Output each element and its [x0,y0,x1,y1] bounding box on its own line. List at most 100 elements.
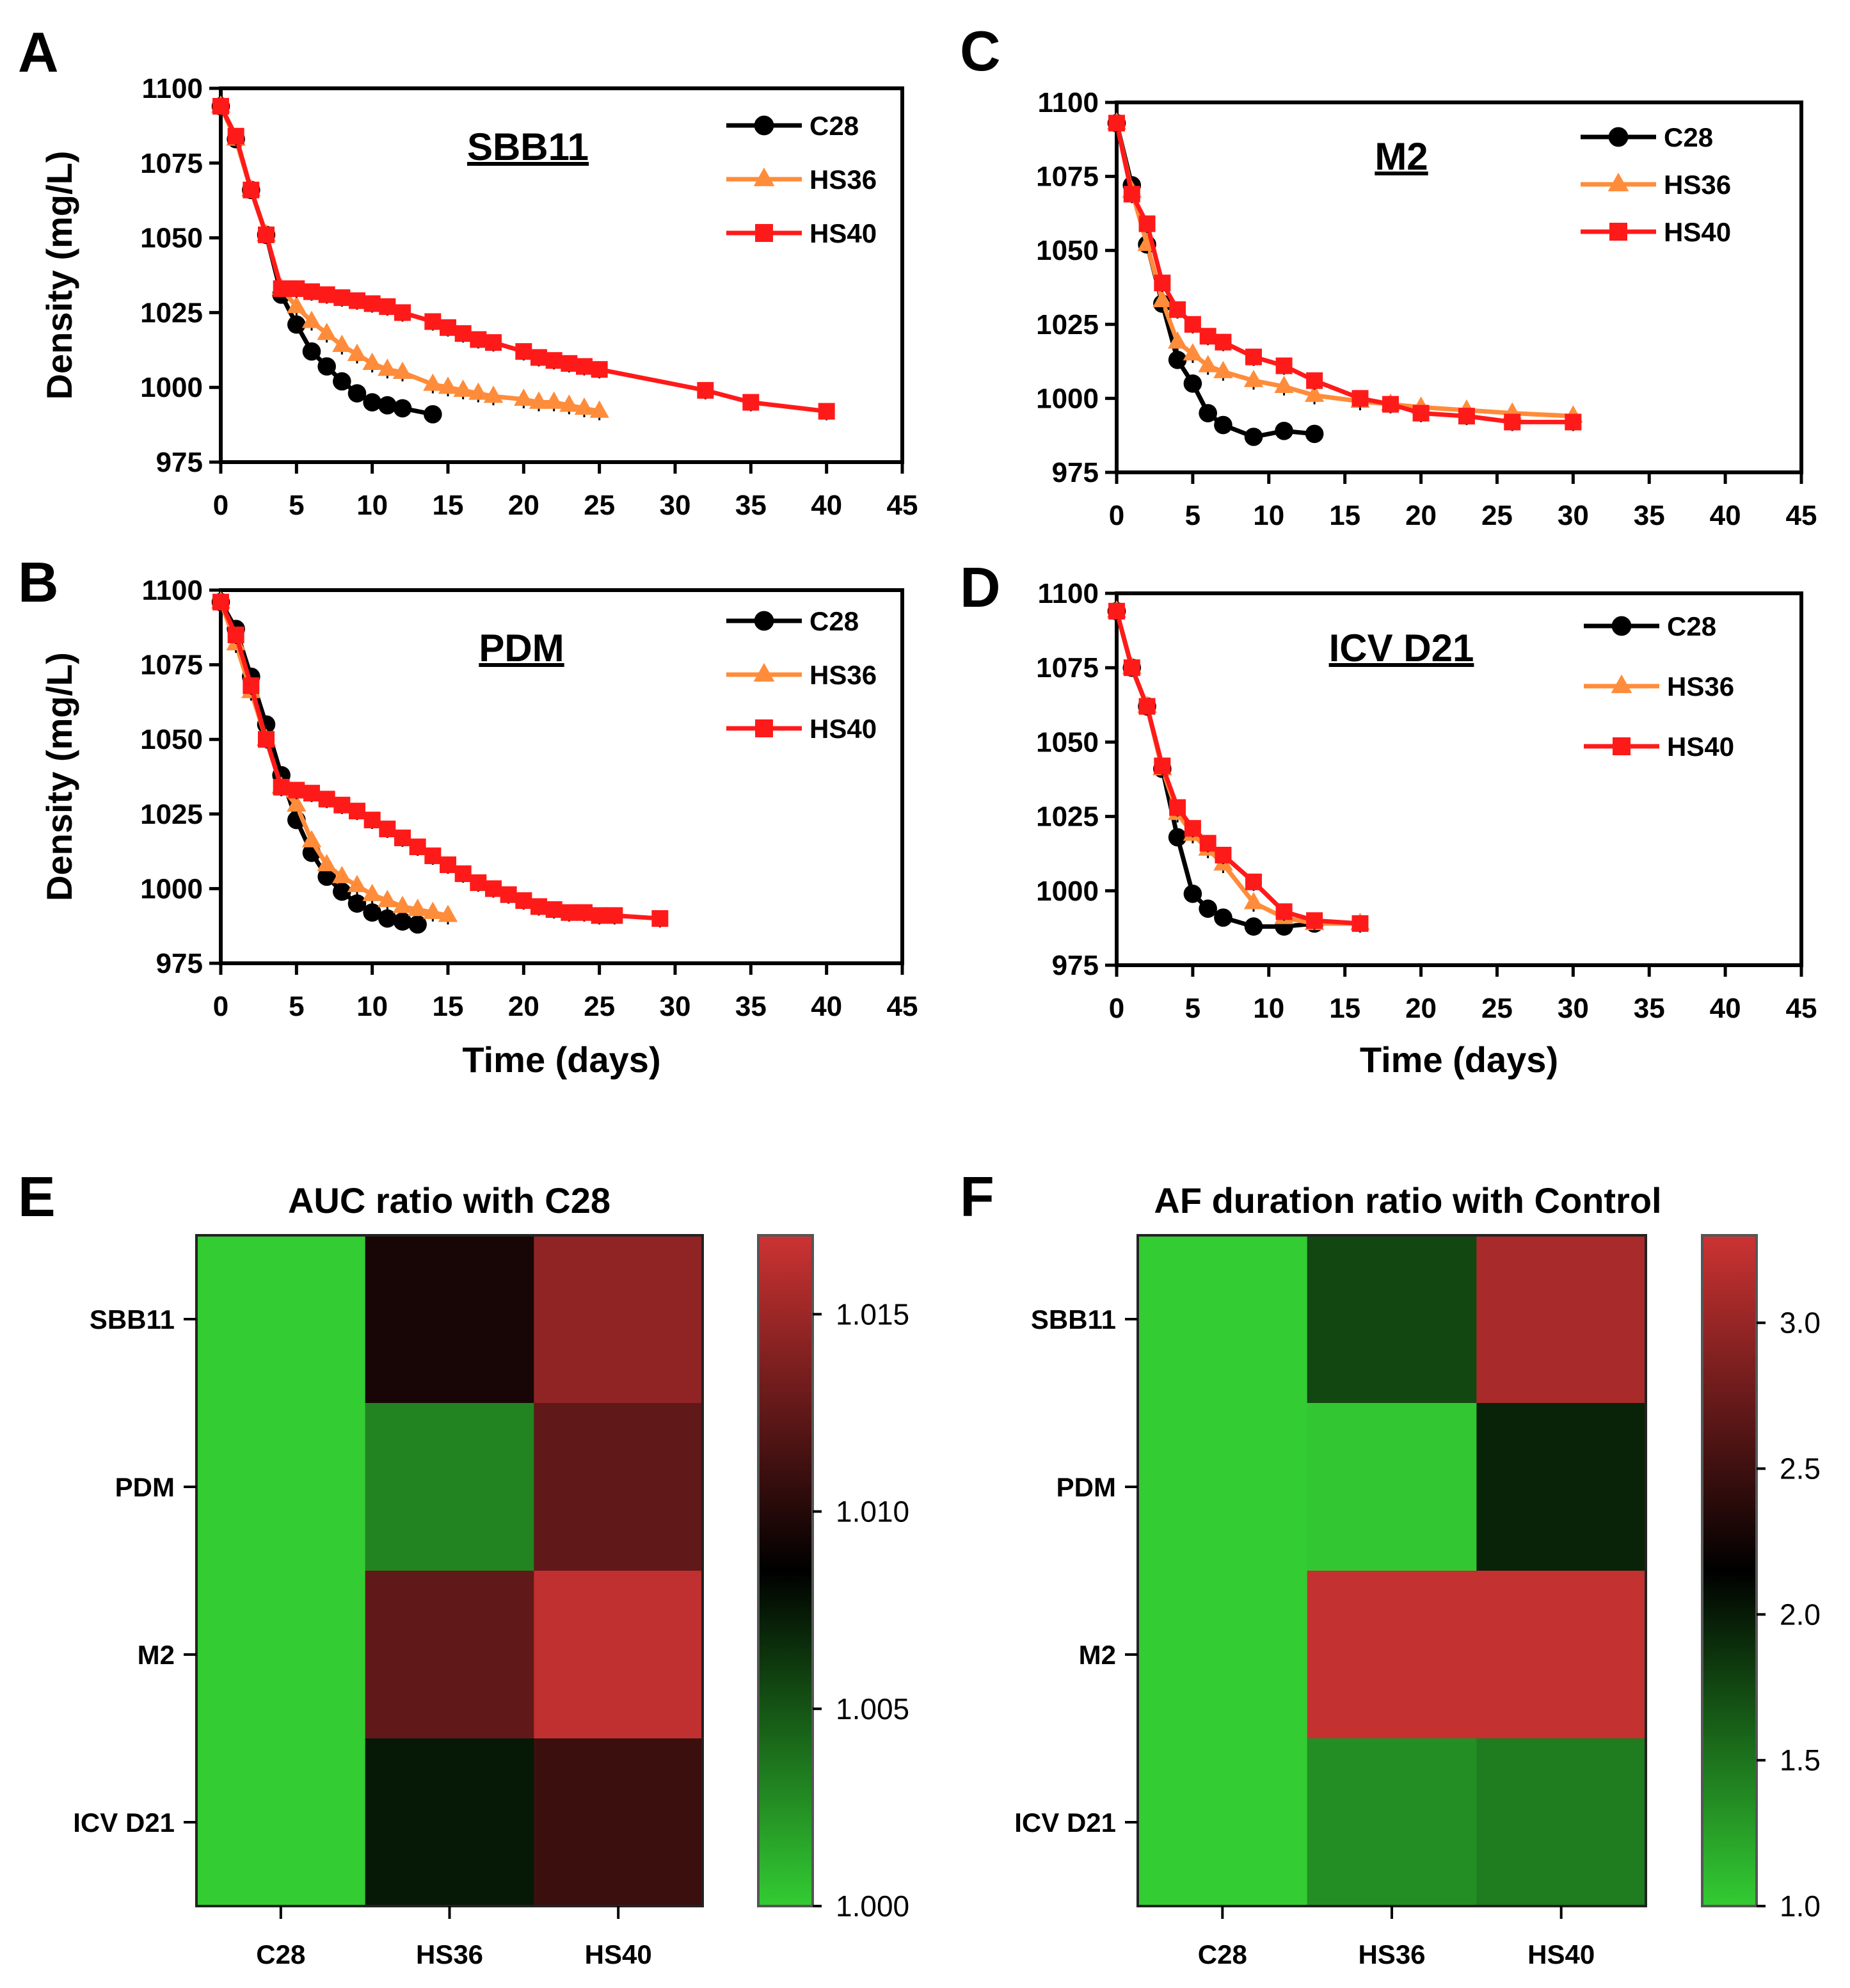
legend-entry-c28: C28 [1581,122,1713,152]
data-point-hs36 [453,379,473,397]
data-point-c28 [408,915,427,934]
legend-entry-c28: C28 [726,111,859,141]
data-point-c28 [1275,421,1293,440]
legend-label: HS36 [1664,170,1731,200]
data-point-hs36 [483,385,504,403]
heatmap-cell [1138,1403,1308,1571]
data-point-hs40 [273,778,290,796]
x-tick-label: 10 [356,991,388,1022]
y-tick-label: 975 [156,948,203,979]
legend-entry-hs36: HS36 [1584,671,1734,701]
legend-marker [1608,127,1629,147]
data-point-hs40 [697,381,714,399]
colorbar [757,1234,814,1907]
data-point-c28 [424,405,442,424]
x-tick-label: 45 [1786,500,1817,531]
x-tick-label: 10 [1253,993,1284,1024]
data-point-hs40 [1352,915,1369,932]
y-tick-label: 1050 [1036,235,1099,266]
legend-marker [1611,616,1632,636]
data-point-hs40 [363,295,381,312]
plot-frame [1115,591,1803,967]
data-point-c28 [333,372,351,391]
heatmap-cell [365,1738,534,1907]
data-point-hs36 [574,397,594,415]
y-tick-label: 1000 [140,873,203,904]
legend-label: C28 [809,606,859,636]
data-point-hs40 [606,907,623,924]
x-tick-label: 5 [289,490,304,521]
legend-entry-hs40: HS40 [1581,217,1731,247]
y-tick-label: 1100 [1038,87,1099,118]
legend-entry-hs40: HS40 [726,218,877,248]
y-tick-label: 1100 [1038,578,1099,609]
y-tick-label: 1000 [140,372,203,403]
x-tick-label: 5 [1185,993,1200,1024]
data-point-hs40 [485,880,502,897]
legend-label: C28 [1667,611,1716,641]
data-point-hs40 [303,785,320,802]
heatmap-cell [1476,1571,1647,1739]
data-point-hs36 [332,334,352,352]
y-axis-label: Density (mg/L) [39,151,79,400]
heatmap-cell [1138,1571,1308,1739]
data-point-hs40 [1169,301,1186,318]
data-point-hs40 [1154,275,1171,292]
data-point-hs40 [394,830,411,847]
data-point-hs40 [1565,413,1582,431]
data-point-hs40 [591,361,608,378]
heatmap-panel-e: E AUC ratio with C28 SBB11 PDM M2 ICV D21 C28 H… [18,1165,909,1969]
line-panel-b: B 975 1000 1025 1050 1075 1100 0 5 10 15 20 25 30 35 40… [18,550,918,1080]
data-point-hs40 [470,874,487,892]
x-tick-label: 30 [1558,993,1589,1024]
data-point-hs40 [576,358,593,375]
x-tick-label: 20 [508,991,539,1022]
data-point-hs36 [1152,289,1172,307]
series-line-hs36 [1114,610,1360,926]
data-point-hs36 [438,376,458,394]
colorbar-tick-label: 3.0 [1780,1306,1821,1340]
y-tick-label: 1100 [142,575,203,606]
legend-marker [754,115,774,136]
heatmap-panel-f: F AF duration ratio with Control SBB11 PDM M… [960,1165,1821,1969]
legend-label: HS40 [1664,217,1731,247]
data-point-hs40 [454,865,472,883]
series-hs40 [212,593,669,928]
data-point-hs40 [1382,396,1399,413]
data-point-hs40 [651,910,669,927]
plot-frame [1115,100,1803,474]
x-tick-label: 35 [1634,993,1665,1024]
panel-letter: D [960,556,1001,619]
x-tick-label: 35 [735,490,767,521]
data-point-hs40 [1275,357,1293,374]
data-point-hs40 [1138,215,1156,232]
colorbar-tick-label: 1.5 [1780,1744,1821,1777]
x-axis-label: Time (days) [1360,1039,1558,1080]
legend-entry-hs40: HS40 [726,714,877,744]
x-tick-label: 25 [584,490,615,521]
series-c28 [1107,114,1324,446]
line-panel-a: A 975 1000 1025 1050 1075 1100 0 5 10 15 20 25 30 35 40… [18,20,918,521]
data-point-hs36 [301,310,322,328]
data-point-hs40 [349,803,365,820]
legend-entry-hs40: HS40 [1584,732,1734,762]
y-axis-label: Density (mg/L) [39,652,79,901]
data-point-hs40 [258,226,275,243]
data-point-c28 [378,909,397,928]
x-tick-label: 25 [584,991,615,1022]
column-label: HS40 [1527,1939,1595,1969]
data-point-c28 [1244,428,1263,446]
x-tick-label: 20 [1405,993,1437,1024]
data-point-c28 [1214,415,1232,435]
x-tick-label: 40 [1710,993,1741,1024]
data-point-hs36 [423,373,443,391]
heatmap-cell [1476,1738,1647,1907]
data-point-hs40 [1108,115,1125,132]
heatmap-cell [365,1571,534,1739]
column-label: C28 [1198,1939,1247,1969]
series-line-c28 [1114,610,1315,929]
colorbar-tick-label: 1.015 [836,1297,909,1331]
data-point-hs40 [470,331,487,348]
row-label: M2 [138,1640,175,1670]
x-axis-label: Time (days) [462,1039,660,1080]
